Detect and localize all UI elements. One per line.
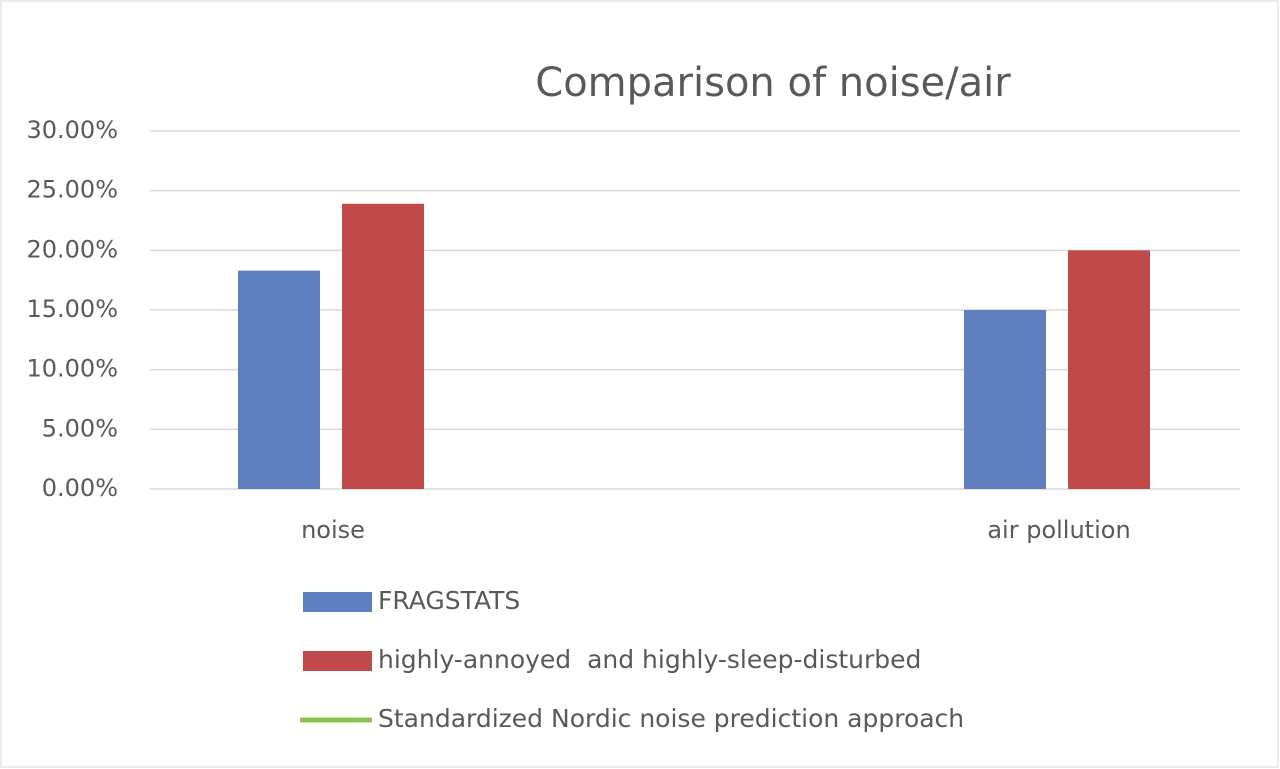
bar — [1068, 250, 1150, 489]
legend-label: Standardized Nordic noise prediction app… — [378, 704, 964, 733]
y-tick-label: 0.00% — [42, 474, 118, 502]
y-tick-label: 15.00% — [26, 295, 118, 323]
bar — [238, 270, 320, 489]
chart-title: Comparison of noise/air — [535, 60, 1011, 106]
y-tick-label: 30.00% — [26, 116, 118, 144]
legend-swatch — [303, 592, 372, 612]
y-tick-label: 5.00% — [42, 414, 118, 442]
bar — [964, 310, 1046, 489]
x-tick-label: noise — [301, 516, 365, 544]
legend-label: FRAGSTATS — [378, 586, 520, 615]
legend-label: highly-annoyed and highly-sleep-disturbe… — [378, 645, 921, 674]
bar — [342, 203, 424, 489]
y-tick-label: 25.00% — [26, 176, 118, 204]
legend-swatch — [303, 651, 372, 671]
y-tick-label: 20.00% — [26, 235, 118, 263]
y-tick-label: 10.00% — [26, 355, 118, 383]
x-tick-label: air pollution — [987, 516, 1130, 544]
